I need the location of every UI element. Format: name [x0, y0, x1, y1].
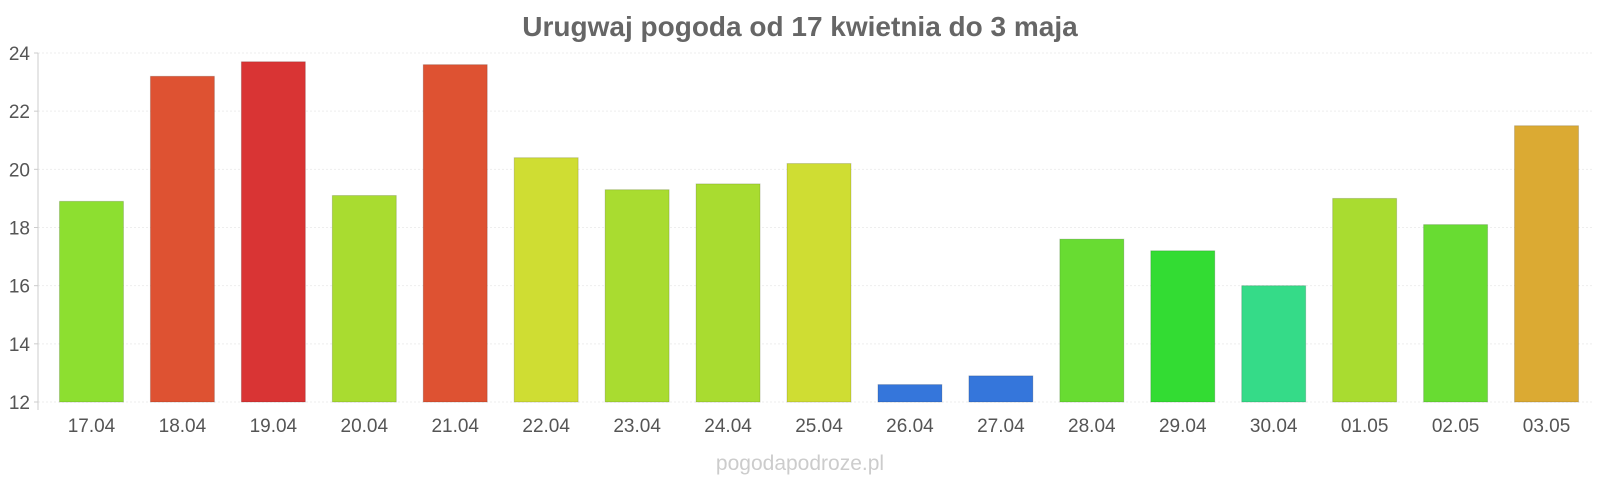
chart-title: Urugwaj pogoda od 17 kwietnia do 3 maja [522, 11, 1078, 42]
x-tick-label: 20.04 [341, 416, 389, 437]
bar-02.05 [1423, 224, 1489, 403]
bar-19.04 [240, 61, 306, 403]
bar-30.04 [1241, 285, 1307, 403]
x-tick-label: 18.04 [159, 416, 207, 437]
x-tick-label: 26.04 [886, 416, 934, 437]
bar-25.04 [786, 163, 852, 403]
x-tick-label: 30.04 [1250, 416, 1298, 437]
x-tick-label: 22.04 [522, 416, 570, 437]
x-tick-label: 02.05 [1432, 416, 1480, 437]
y-tick-label: 20 [9, 160, 30, 181]
x-tick-label: 28.04 [1068, 416, 1116, 437]
bar-22.04 [513, 157, 579, 403]
x-tick-label: 24.04 [704, 416, 752, 437]
x-tick-label: 21.04 [431, 416, 479, 437]
bar-27.04 [968, 375, 1034, 403]
y-tick-label: 14 [9, 335, 31, 356]
bar-28.04 [1059, 238, 1125, 403]
y-tick-label: 22 [9, 102, 30, 123]
x-tick-label: 17.04 [68, 416, 116, 437]
x-tick-label: 29.04 [1159, 416, 1207, 437]
bar-03.05 [1514, 125, 1580, 403]
bar-18.04 [149, 75, 215, 403]
y-axis: 12 14 16 18 20 22 24 [9, 44, 39, 414]
x-axis: 17.04 18.04 19.04 20.04 21.04 22.04 23.04 24.04… [68, 416, 1571, 437]
x-tick-label: 19.04 [250, 416, 298, 437]
x-tick-label: 27.04 [977, 416, 1025, 437]
y-tick-label: 16 [9, 277, 30, 298]
bar-17.04 [58, 200, 124, 403]
bar-23.04 [604, 189, 670, 403]
bar-20.04 [331, 195, 397, 403]
x-tick-label: 25.04 [795, 416, 843, 437]
bar-26.04 [877, 384, 943, 403]
bar-29.04 [1150, 250, 1216, 403]
y-tick-label: 12 [9, 393, 30, 414]
bar-01.05 [1332, 197, 1398, 403]
x-tick-label: 01.05 [1341, 416, 1389, 437]
bar-24.04 [695, 183, 761, 403]
bars [58, 61, 1580, 403]
watermark: pogodapodroze.pl [716, 452, 884, 475]
bar-21.04 [422, 64, 488, 403]
y-tick-label: 24 [9, 44, 31, 65]
y-tick-label: 18 [9, 219, 30, 240]
x-tick-label: 23.04 [613, 416, 661, 437]
x-tick-label: 03.05 [1523, 416, 1571, 437]
